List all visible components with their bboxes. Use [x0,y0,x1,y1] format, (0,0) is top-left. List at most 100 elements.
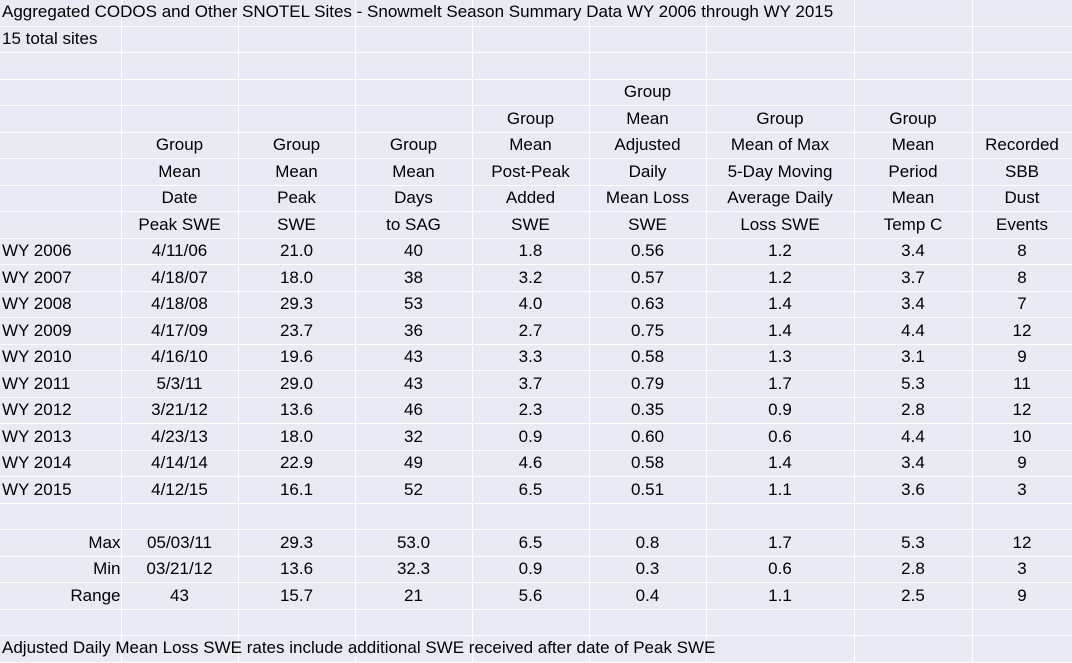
empty-cell[interactable] [972,635,1072,663]
stat-cell[interactable]: 03/21/12 [121,556,239,583]
data-cell[interactable]: 2.3 [472,397,590,424]
column-header-cell[interactable] [0,132,122,159]
column-header-cell[interactable]: Mean [854,185,973,212]
column-header-cell[interactable]: Average Daily [706,185,855,212]
column-header-cell[interactable]: Temp C [854,211,973,239]
data-cell[interactable]: 19.6 [238,344,356,371]
footnote[interactable]: Adjusted Daily Mean Loss SWE rates inclu… [0,635,715,663]
column-header-cell[interactable]: Recorded [972,132,1072,159]
data-cell[interactable]: 13.6 [238,397,356,424]
data-cell[interactable]: 10 [972,423,1072,451]
data-cell[interactable]: 4/23/13 [121,423,239,451]
data-cell[interactable]: 3.4 [854,291,973,318]
column-header-cell[interactable]: Peak SWE [121,211,239,239]
data-cell[interactable]: 9 [972,450,1072,477]
column-header-cell[interactable] [0,185,122,212]
water-year-label[interactable]: WY 2008 [0,291,122,318]
column-header-cell[interactable] [238,79,356,106]
data-cell[interactable]: 8 [972,238,1072,265]
data-cell[interactable]: 32 [355,423,473,451]
stat-cell[interactable]: 0.8 [589,529,707,557]
water-year-label[interactable]: WY 2015 [0,476,122,504]
data-cell[interactable]: 46 [355,397,473,424]
data-cell[interactable]: 22.9 [238,450,356,477]
stat-cell[interactable]: 12 [972,529,1072,557]
data-cell[interactable]: 0.51 [589,476,707,504]
column-header-cell[interactable]: Mean [238,158,356,186]
column-header-cell[interactable]: Mean [854,132,973,159]
data-cell[interactable]: 3.4 [854,450,973,477]
data-cell[interactable]: 9 [972,344,1072,371]
column-header-cell[interactable]: Events [972,211,1072,239]
data-cell[interactable]: 16.1 [238,476,356,504]
data-cell[interactable]: 2.7 [472,317,590,345]
empty-cell[interactable] [589,609,707,636]
column-header-cell[interactable] [0,105,122,133]
data-cell[interactable]: 3.4 [854,238,973,265]
data-cell[interactable]: 43 [355,344,473,371]
data-cell[interactable]: 0.35 [589,397,707,424]
water-year-label[interactable]: WY 2012 [0,397,122,424]
empty-cell[interactable] [972,503,1072,530]
empty-cell[interactable] [972,26,1072,53]
data-cell[interactable]: 3.3 [472,344,590,371]
data-cell[interactable]: 0.57 [589,264,707,292]
column-header-cell[interactable] [121,79,239,106]
data-cell[interactable]: 1.2 [706,238,855,265]
data-cell[interactable]: 4/18/08 [121,291,239,318]
column-header-cell[interactable] [706,79,855,106]
stat-cell[interactable]: 21 [355,582,473,610]
data-cell[interactable]: 0.6 [706,423,855,451]
data-cell[interactable]: 4/16/10 [121,344,239,371]
column-header-cell[interactable]: SBB [972,158,1072,186]
empty-cell[interactable] [472,26,590,53]
stat-cell[interactable]: 32.3 [355,556,473,583]
empty-cell[interactable] [472,0,590,27]
empty-cell[interactable] [472,52,590,80]
water-year-label[interactable]: WY 2006 [0,238,122,265]
data-cell[interactable]: 0.58 [589,344,707,371]
stat-cell[interactable]: 6.5 [472,529,590,557]
empty-cell[interactable] [0,52,122,80]
column-header-cell[interactable]: Period [854,158,973,186]
data-cell[interactable]: 52 [355,476,473,504]
data-cell[interactable]: 3.2 [472,264,590,292]
column-header-cell[interactable]: Group [706,105,855,133]
column-header-cell[interactable] [854,79,973,106]
column-header-cell[interactable]: Dust [972,185,1072,212]
data-cell[interactable]: 0.60 [589,423,707,451]
column-header-cell[interactable]: Group [121,132,239,159]
empty-cell[interactable] [854,26,973,53]
column-header-cell[interactable] [0,79,122,106]
data-cell[interactable]: 53 [355,291,473,318]
empty-cell[interactable] [355,609,473,636]
column-header-cell[interactable]: SWE [589,211,707,239]
stat-cell[interactable]: 0.3 [589,556,707,583]
empty-cell[interactable] [121,503,239,530]
empty-cell[interactable] [355,0,473,27]
column-header-cell[interactable] [121,105,239,133]
column-header-cell[interactable]: SWE [238,211,356,239]
data-cell[interactable]: 18.0 [238,264,356,292]
column-header-cell[interactable] [238,105,356,133]
data-cell[interactable]: 4/11/06 [121,238,239,265]
data-cell[interactable]: 5/3/11 [121,370,239,398]
data-cell[interactable]: 1.2 [706,264,855,292]
column-header-cell[interactable]: Group [472,105,590,133]
data-cell[interactable]: 1.4 [706,317,855,345]
water-year-label[interactable]: WY 2013 [0,423,122,451]
empty-cell[interactable] [238,26,356,53]
water-year-label[interactable]: WY 2007 [0,264,122,292]
empty-cell[interactable] [589,0,707,27]
column-header-cell[interactable]: Mean [355,158,473,186]
data-cell[interactable]: 29.0 [238,370,356,398]
stat-cell[interactable]: 3 [972,556,1072,583]
data-cell[interactable]: 12 [972,317,1072,345]
data-cell[interactable]: 4/14/14 [121,450,239,477]
data-cell[interactable]: 8 [972,264,1072,292]
column-header-cell[interactable]: to SAG [355,211,473,239]
data-cell[interactable]: 0.79 [589,370,707,398]
data-cell[interactable]: 0.75 [589,317,707,345]
site-count[interactable]: 15 total sites [0,26,122,53]
empty-cell[interactable] [355,26,473,53]
